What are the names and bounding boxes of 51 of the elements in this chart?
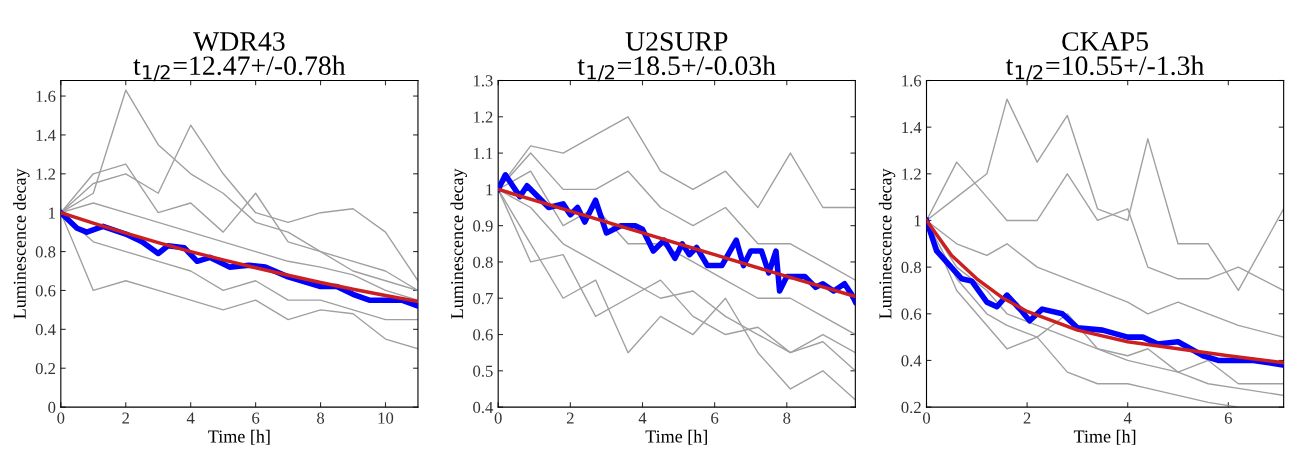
y-tick-label: 1 xyxy=(49,207,55,219)
x-tick-label: 2 xyxy=(122,412,129,424)
chart-title: CKAP5 t$_{1/2}$=10.55+/-1.3h xyxy=(1005,32,1205,82)
y-axis-title: Luminescence decay xyxy=(878,168,896,319)
x-tick-label: 6 xyxy=(711,412,719,424)
x-tick-label: 0 xyxy=(57,412,65,424)
y-tick-label: 0.6 xyxy=(473,329,493,341)
y-tick-label: 1.3 xyxy=(473,75,493,87)
x-tick-label: 6 xyxy=(1224,412,1232,424)
x-tick-label: 8 xyxy=(783,412,791,424)
x-axis-title: Time [h] xyxy=(208,429,270,445)
x-tick-label: 4 xyxy=(186,412,195,424)
x-tick-label: 4 xyxy=(638,412,647,424)
y-tick-label: 1.2 xyxy=(902,168,921,180)
x-tick-label: 2 xyxy=(1023,412,1031,424)
x-axis-title: Time [h] xyxy=(1073,429,1136,445)
y-tick-label: 0.5 xyxy=(473,365,493,377)
y-tick-label: 0.2 xyxy=(35,362,56,375)
y-tick-label: 1.4 xyxy=(902,121,922,134)
y-axis-title: Luminescence decay xyxy=(13,168,30,319)
x-tick-label: 0 xyxy=(494,412,502,424)
y-tick-label: 0 xyxy=(48,401,56,414)
x-tick-label: 8 xyxy=(317,412,325,424)
y-tick-label: 1 xyxy=(914,215,921,227)
y-tick-label: 0.6 xyxy=(901,308,922,320)
y-tick-label: 0.7 xyxy=(473,292,493,305)
y-tick-label: 1.6 xyxy=(902,75,922,87)
y-tick-label: 1.1 xyxy=(473,147,493,160)
y-tick-label: 1 xyxy=(486,184,493,196)
y-axis-title: Luminescence decay xyxy=(450,168,467,319)
y-tick-label: 0.2 xyxy=(901,401,921,414)
y-tick-label: 1.6 xyxy=(36,90,56,103)
x-axis-title: Time [h] xyxy=(645,429,707,445)
y-tick-label: 0.8 xyxy=(473,256,493,268)
chart-title: WDR43 t$_{1/2}$=12.47+/-0.78h xyxy=(133,32,346,82)
chart-title: U2SURP t$_{1/2}$=18.5+/-0.03h xyxy=(577,32,776,82)
y-tick-label: 1.2 xyxy=(36,168,56,180)
x-tick-label: 0 xyxy=(922,412,931,424)
x-tick-label: 4 xyxy=(1123,412,1132,424)
x-tick-label: 2 xyxy=(566,412,574,424)
y-tick-label: 1.4 xyxy=(36,129,56,141)
y-tick-label: 0.4 xyxy=(901,355,922,367)
y-tick-label: 0.6 xyxy=(35,285,56,297)
y-tick-label: 0.8 xyxy=(35,246,56,258)
y-tick-label: 0.4 xyxy=(35,324,56,336)
y-tick-label: 0.4 xyxy=(473,401,494,414)
x-tick-label: 10 xyxy=(378,412,394,424)
y-tick-label: 1.2 xyxy=(473,111,493,123)
y-tick-label: 0.8 xyxy=(901,261,922,274)
y-tick-label: 0.9 xyxy=(473,220,493,232)
x-tick-label: 6 xyxy=(252,412,260,424)
